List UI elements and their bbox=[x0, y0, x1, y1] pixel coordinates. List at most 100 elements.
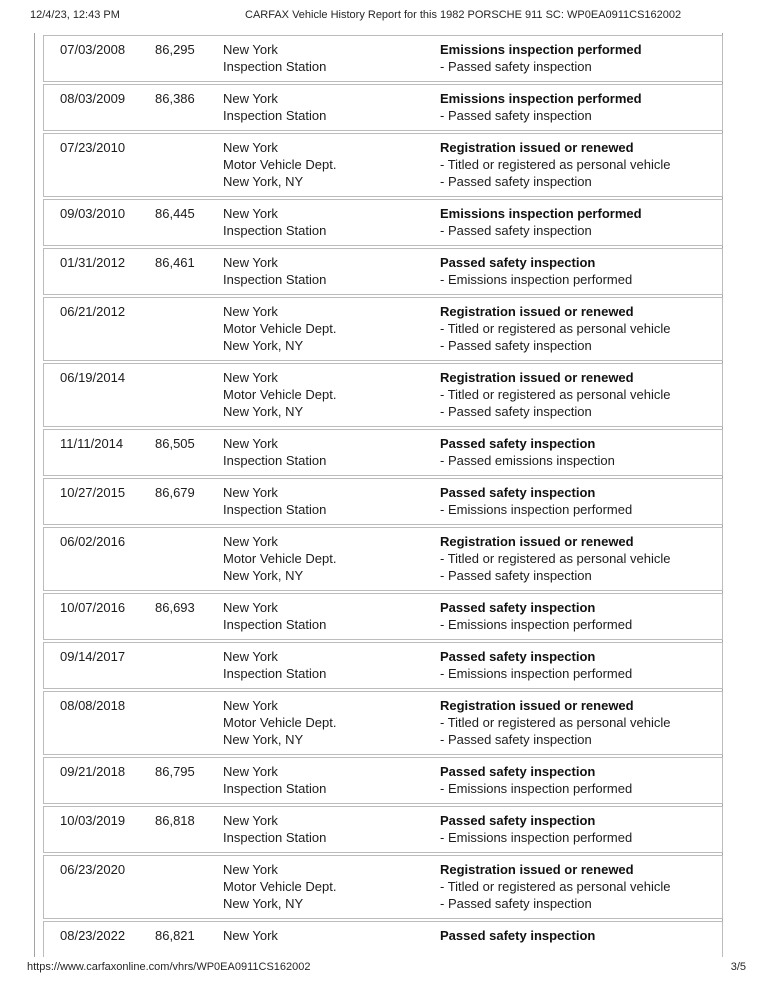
comment-detail: - Emissions inspection performed bbox=[440, 617, 633, 632]
source-line: New York bbox=[223, 862, 278, 877]
source-line: Inspection Station bbox=[223, 830, 327, 845]
source-line: New York bbox=[223, 764, 278, 779]
comment-title: Passed safety inspection bbox=[440, 436, 596, 451]
event-date: 07/03/2008 bbox=[60, 42, 126, 57]
event-date: 10/03/2019 bbox=[60, 813, 126, 828]
history-row: 09/21/2018 86,795 New York Inspection Sta… bbox=[43, 757, 723, 804]
event-comments: Registration issued or renewed - Titled o… bbox=[440, 692, 722, 754]
event-mileage: 86,386 bbox=[155, 91, 195, 106]
event-comments: Registration issued or renewed - Titled o… bbox=[440, 856, 722, 918]
event-source: New York Inspection Station bbox=[223, 643, 440, 688]
comment-title: Emissions inspection performed bbox=[440, 206, 642, 221]
event-date: 09/21/2018 bbox=[60, 764, 126, 779]
comment-detail: - Passed safety inspection bbox=[440, 732, 592, 747]
event-source: New York Inspection Station bbox=[223, 430, 440, 475]
source-line: Motor Vehicle Dept. bbox=[223, 551, 337, 566]
comment-detail: - Passed safety inspection bbox=[440, 896, 592, 911]
comment-detail: - Titled or registered as personal vehic… bbox=[440, 157, 671, 172]
event-comments: Emissions inspection performed - Passed s… bbox=[440, 85, 722, 130]
event-source: New York Inspection Station bbox=[223, 479, 440, 524]
event-date: 10/07/2016 bbox=[60, 600, 126, 615]
event-mileage bbox=[155, 298, 223, 360]
event-date: 09/03/2010 bbox=[60, 206, 126, 221]
history-row: 06/19/2014 New York Motor Vehicle Dept. Ne… bbox=[43, 363, 723, 427]
event-comments: Passed safety inspection - Emissions insp… bbox=[440, 807, 722, 852]
comment-detail: - Passed emissions inspection bbox=[440, 453, 615, 468]
source-line: Inspection Station bbox=[223, 59, 327, 74]
event-comments: Registration issued or renewed - Titled o… bbox=[440, 528, 722, 590]
source-line: New York, NY bbox=[223, 404, 304, 419]
source-line: Inspection Station bbox=[223, 666, 327, 681]
source-line: New York bbox=[223, 370, 278, 385]
event-comments: Passed safety inspection - Passed emissio… bbox=[440, 430, 722, 475]
source-line: Inspection Station bbox=[223, 108, 327, 123]
history-row: 10/27/2015 86,679 New York Inspection Sta… bbox=[43, 478, 723, 525]
event-comments: Emissions inspection performed - Passed s… bbox=[440, 36, 722, 81]
comment-detail: - Passed safety inspection bbox=[440, 338, 592, 353]
event-comments: Passed safety inspection - Emissions insp… bbox=[440, 594, 722, 639]
history-row: 09/03/2010 86,445 New York Inspection Sta… bbox=[43, 199, 723, 246]
event-mileage: 86,795 bbox=[155, 764, 195, 779]
comment-title: Registration issued or renewed bbox=[440, 698, 634, 713]
source-line: New York bbox=[223, 600, 278, 615]
source-line: Motor Vehicle Dept. bbox=[223, 321, 337, 336]
history-row: 08/03/2009 86,386 New York Inspection Sta… bbox=[43, 84, 723, 131]
comment-title: Emissions inspection performed bbox=[440, 42, 642, 57]
source-line: Inspection Station bbox=[223, 223, 327, 238]
comment-title: Passed safety inspection bbox=[440, 764, 596, 779]
section-border-left bbox=[34, 33, 35, 957]
event-date: 01/31/2012 bbox=[60, 255, 126, 270]
history-row: 10/03/2019 86,818 New York Inspection Sta… bbox=[43, 806, 723, 853]
event-date: 06/21/2012 bbox=[60, 304, 126, 319]
print-header: 12/4/23, 12:43 PM CARFAX Vehicle History… bbox=[30, 9, 746, 23]
event-source: New York Inspection Station bbox=[223, 200, 440, 245]
event-source: New York Motor Vehicle Dept. New York, NY bbox=[223, 692, 440, 754]
event-date: 11/11/2014 bbox=[60, 436, 124, 451]
source-line: New York, NY bbox=[223, 568, 304, 583]
comment-detail: - Passed safety inspection bbox=[440, 108, 592, 123]
source-line: New York, NY bbox=[223, 732, 304, 747]
comment-title: Registration issued or renewed bbox=[440, 370, 634, 385]
event-comments: Registration issued or renewed - Titled o… bbox=[440, 134, 722, 196]
comment-title: Passed safety inspection bbox=[440, 600, 596, 615]
comment-title: Passed safety inspection bbox=[440, 928, 596, 943]
history-row: 01/31/2012 86,461 New York Inspection Sta… bbox=[43, 248, 723, 295]
event-comments: Passed safety inspection - Emissions insp… bbox=[440, 249, 722, 294]
source-line: New York bbox=[223, 649, 278, 664]
comment-detail: - Emissions inspection performed bbox=[440, 666, 633, 681]
source-line: Inspection Station bbox=[223, 617, 327, 632]
event-comments: Registration issued or renewed - Titled o… bbox=[440, 298, 722, 360]
comment-detail: - Emissions inspection performed bbox=[440, 272, 633, 287]
source-line: Inspection Station bbox=[223, 781, 327, 796]
event-date: 07/23/2010 bbox=[60, 140, 126, 155]
event-mileage: 86,461 bbox=[155, 255, 195, 270]
comment-detail: - Passed safety inspection bbox=[440, 404, 592, 419]
event-mileage bbox=[155, 643, 223, 688]
event-mileage: 86,818 bbox=[155, 813, 195, 828]
comment-title: Registration issued or renewed bbox=[440, 862, 634, 877]
event-mileage: 86,679 bbox=[155, 485, 195, 500]
history-row: 09/14/2017 New York Inspection Station Pa… bbox=[43, 642, 723, 689]
history-row: 10/07/2016 86,693 New York Inspection Sta… bbox=[43, 593, 723, 640]
event-comments: Passed safety inspection - Emissions insp… bbox=[440, 479, 722, 524]
comment-detail: - Titled or registered as personal vehic… bbox=[440, 879, 671, 894]
event-mileage bbox=[155, 134, 223, 196]
event-mileage: 86,295 bbox=[155, 42, 195, 57]
event-date: 08/08/2018 bbox=[60, 698, 126, 713]
event-comments: Passed safety inspection bbox=[440, 922, 722, 957]
source-line: New York bbox=[223, 91, 278, 106]
source-url: https://www.carfaxonline.com/vhrs/WP0EA0… bbox=[27, 961, 311, 973]
event-source: New York Motor Vehicle Dept. New York, NY bbox=[223, 134, 440, 196]
source-line: New York bbox=[223, 42, 278, 57]
source-line: New York, NY bbox=[223, 338, 304, 353]
event-date: 08/23/2022 bbox=[60, 928, 126, 943]
comment-title: Registration issued or renewed bbox=[440, 534, 634, 549]
event-mileage: 86,693 bbox=[155, 600, 195, 615]
event-comments: Registration issued or renewed - Titled o… bbox=[440, 364, 722, 426]
history-row: 06/02/2016 New York Motor Vehicle Dept. Ne… bbox=[43, 527, 723, 591]
source-line: New York, NY bbox=[223, 174, 304, 189]
comment-title: Emissions inspection performed bbox=[440, 91, 642, 106]
event-mileage bbox=[155, 856, 223, 918]
event-source: New York Inspection Station bbox=[223, 594, 440, 639]
event-source: New York Inspection Station bbox=[223, 85, 440, 130]
